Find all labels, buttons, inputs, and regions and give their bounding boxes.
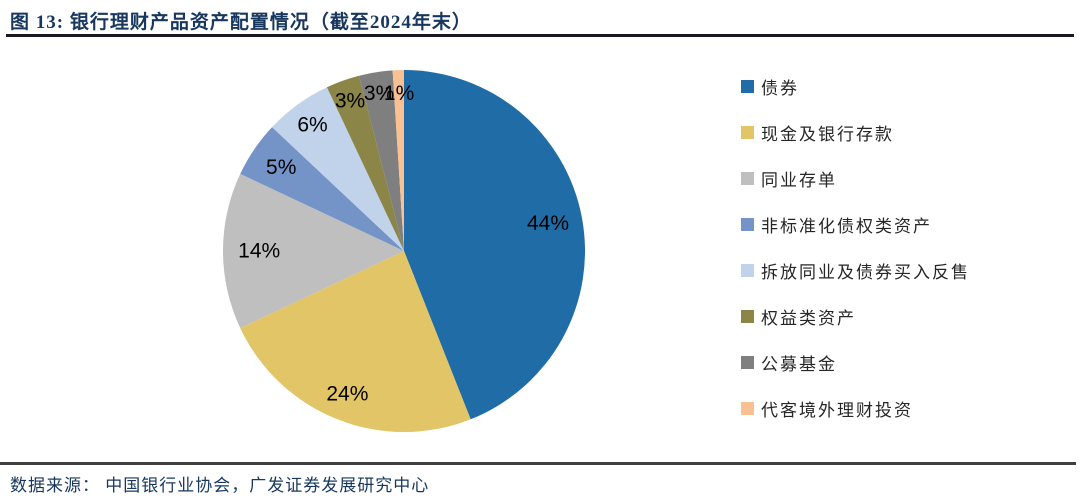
legend-label-7: 代客境外理财投资 [761,401,913,420]
legend-item-0: 债券 [741,76,970,98]
legend-label-4: 拆放同业及债券买入反售 [761,263,970,282]
legend-item-1: 现金及银行存款 [741,122,970,144]
legend-swatch-4 [741,264,754,277]
legend-item-7: 代客境外理财投资 [741,398,970,420]
pie-value-label-3: 5% [266,156,296,179]
legend-item-3: 非标准化债权类资产 [741,214,970,236]
pie-slice-7 [392,70,404,251]
legend-swatch-1 [741,126,754,139]
pie-slice-3 [240,127,404,251]
pie-chart: 44%24%14%5%6%3%3%1% [223,70,586,432]
legend-swatch-6 [741,356,754,369]
legend-label-5: 权益类资产 [761,309,856,328]
legend-item-6: 公募基金 [741,352,970,374]
pie-value-label-6: 3% [364,82,394,105]
legend-label-1: 现金及银行存款 [761,125,894,144]
legend-swatch-0 [741,80,754,93]
legend-swatch-3 [741,218,754,231]
legend-swatch-2 [741,172,754,185]
legend: 债券现金及银行存款 同业存单非标准化债权类资产拆放同业及债券买入反售 权益类资产公募… [741,76,970,444]
pie-value-label-1: 24% [326,383,368,406]
chart-title: 图 13: 银行理财产品资产配置情况（截至2024年末） [10,12,472,33]
legend-item-2: 同业存单 [741,168,970,190]
legend-item-4: 拆放同业及债券买入反售 [741,260,970,282]
pie-value-label-2: 14% [238,240,280,263]
legend-label-6: 公募基金 [761,355,837,374]
pie-value-label-7: 1% [384,82,414,105]
pie-value-label-4: 6% [297,114,327,137]
pie-slice-5 [326,75,404,251]
data-source-note: 数据来源： 中国银行业协会，广发证券发展研究中心 [10,476,430,495]
pie-slice-6 [358,70,404,251]
pie-slice-2 [223,173,404,329]
pie-slice-0 [404,70,586,420]
legend-label-0: 债券 [761,79,799,98]
legend-label-3: 非标准化债权类资产 [761,217,932,236]
legend-item-5: 权益类资产 [741,306,970,328]
legend-label-2: 同业存单 [761,171,837,190]
footer-divider [0,462,1076,465]
pie-value-label-0: 44% [527,212,569,235]
title-underline [6,34,1074,37]
legend-swatch-7 [741,402,754,415]
legend-swatch-5 [741,310,754,323]
pie-slice-4 [272,87,404,251]
pie-slice-1 [240,251,471,432]
pie-value-label-5: 3% [335,90,365,113]
